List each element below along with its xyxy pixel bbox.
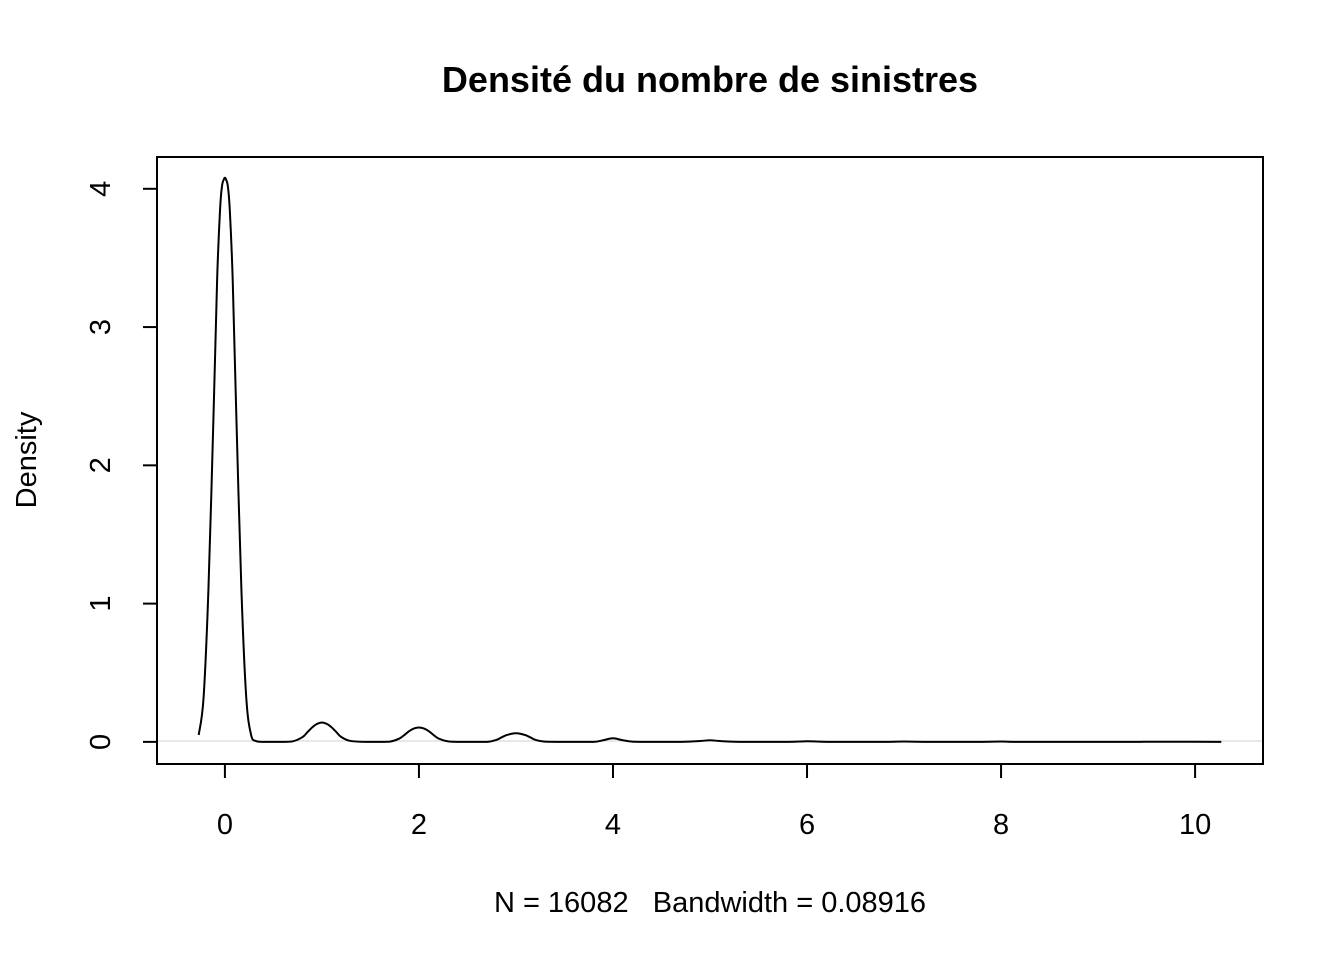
chart-title: Densité du nombre de sinistres bbox=[442, 59, 978, 100]
x-tick-label: 10 bbox=[1179, 809, 1211, 841]
y-tick-label: 2 bbox=[85, 457, 117, 473]
x-tick-label: 2 bbox=[411, 809, 427, 841]
y-tick-label: 0 bbox=[85, 734, 117, 750]
x-axis-label: N = 16082 Bandwidth = 0.08916 bbox=[494, 887, 926, 919]
y-axis-label: Density bbox=[11, 411, 43, 508]
y-tick-label: 1 bbox=[85, 596, 117, 612]
density-curve bbox=[197, 176, 1222, 743]
x-tick-label: 0 bbox=[217, 809, 233, 841]
y-tick-label: 4 bbox=[85, 181, 117, 197]
x-tick-label: 8 bbox=[993, 809, 1009, 841]
x-axis: 0 2 4 6 8 10 bbox=[217, 763, 1211, 841]
y-tick-label: 3 bbox=[85, 319, 117, 335]
y-axis: 0 1 2 3 4 bbox=[85, 181, 158, 750]
plot-area-frame bbox=[156, 156, 1264, 765]
x-tick-label: 6 bbox=[799, 809, 815, 841]
x-tick-label: 4 bbox=[605, 809, 621, 841]
